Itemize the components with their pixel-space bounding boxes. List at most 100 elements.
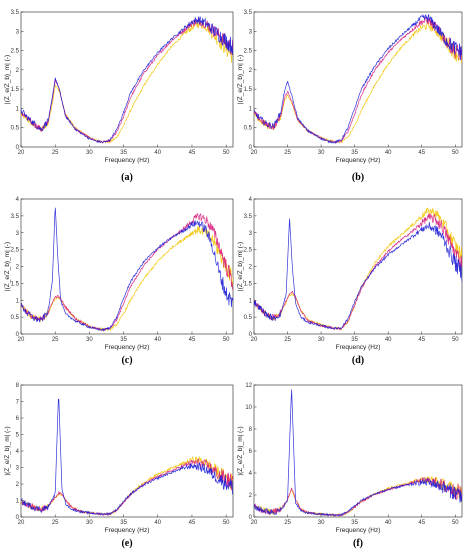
y-tick-label: 3 — [16, 466, 20, 472]
y-tick-label: 1 — [249, 106, 253, 112]
series-line-2 — [254, 16, 462, 144]
y-tick-label: 0 — [16, 515, 20, 521]
plot-frame — [253, 384, 463, 518]
panel-caption: (d) — [352, 355, 364, 366]
y-tick-label: 0.5 — [244, 315, 253, 321]
y-tick-label: 7 — [16, 400, 20, 406]
y-tick-label: 3.5 — [244, 10, 253, 16]
y-tick-label: 1 — [16, 499, 20, 505]
y-tick-label: 2.5 — [11, 49, 20, 55]
y-tick-label: 1 — [16, 298, 20, 304]
y-tick-label: 8 — [249, 427, 253, 433]
series-line-1 — [254, 218, 462, 331]
x-tick-label: 30 — [318, 520, 325, 526]
x-tick-label: 30 — [318, 150, 325, 156]
x-tick-label: 25 — [52, 520, 59, 526]
x-tick-label: 45 — [418, 520, 425, 526]
y-tick-label: 3 — [249, 29, 253, 35]
y-tick-label: 0.5 — [244, 126, 253, 132]
x-tick-label: 50 — [223, 520, 230, 526]
y-axis-label: |(Z_e/Z_b)_m| (-) — [237, 426, 244, 475]
x-tick-label: 25 — [284, 520, 291, 526]
x-tick-label: 20 — [18, 337, 25, 343]
y-tick-label: 0 — [249, 332, 253, 338]
panel-caption: (f) — [353, 538, 363, 549]
y-tick-label: 12 — [245, 383, 252, 389]
y-tick-label: 4 — [16, 197, 20, 203]
panel-caption: (b) — [352, 172, 364, 183]
y-tick-label: 2 — [16, 482, 20, 488]
series-line-3 — [21, 225, 233, 332]
x-tick-label: 50 — [452, 520, 459, 526]
x-tick-label: 25 — [52, 337, 59, 343]
series-line-3 — [254, 21, 462, 144]
series-line-3 — [254, 207, 462, 331]
series-line-2 — [21, 458, 233, 516]
series-line-2 — [254, 213, 462, 331]
panel-caption: (e) — [121, 538, 132, 549]
x-axis-label: Frequency (Hz) — [105, 157, 150, 164]
x-tick-label: 40 — [385, 520, 392, 526]
chart-panel-2: 20 25 30 35 40 45 50 0 0.5 1 1.5 2 2.5 3 3.5 Frequency … — [237, 10, 463, 183]
x-tick-label: 30 — [86, 520, 93, 526]
x-tick-label: 20 — [251, 337, 258, 343]
series-line-1 — [21, 16, 233, 144]
x-tick-label: 25 — [52, 150, 59, 156]
x-tick-label: 35 — [120, 150, 127, 156]
x-tick-label: 45 — [189, 520, 196, 526]
x-tick-label: 40 — [154, 150, 161, 156]
x-tick-label: 50 — [452, 150, 459, 156]
chart-panel-1: 20 25 30 35 40 45 50 0 0.5 1 1.5 2 2.5 3 3.5 Frequency … — [4, 10, 234, 183]
x-tick-label: 30 — [86, 150, 93, 156]
x-axis-label: Frequency (Hz) — [105, 527, 150, 534]
y-tick-label: 3 — [16, 29, 20, 35]
y-tick-label: 3 — [249, 231, 253, 237]
y-tick-label: 3 — [16, 231, 20, 237]
y-tick-label: 2.5 — [244, 248, 253, 254]
series-line-2 — [21, 16, 233, 144]
y-tick-label: 0 — [16, 145, 20, 151]
series-line-1 — [254, 14, 462, 145]
y-tick-label: 0 — [249, 515, 253, 521]
x-axis-label: Frequency (Hz) — [336, 344, 381, 351]
x-tick-label: 35 — [351, 520, 358, 526]
y-tick-label: 0 — [16, 332, 20, 338]
x-tick-label: 20 — [251, 520, 258, 526]
y-tick-label: 3.5 — [11, 10, 20, 16]
y-tick-label: 4 — [249, 197, 253, 203]
y-tick-label: 0.5 — [11, 315, 20, 321]
y-tick-label: 1.5 — [244, 281, 253, 287]
y-tick-label: 5 — [16, 433, 20, 439]
series-line-1 — [21, 207, 233, 332]
y-tick-label: 1 — [249, 298, 253, 304]
x-tick-label: 45 — [189, 150, 196, 156]
series-line-1 — [254, 389, 462, 517]
x-tick-label: 45 — [418, 337, 425, 343]
x-tick-label: 20 — [18, 520, 25, 526]
y-tick-label: 10 — [245, 405, 252, 411]
plot-frame — [20, 11, 234, 148]
y-tick-label: 6 — [249, 449, 253, 455]
y-axis-label: |(Z_e/Z_b)_m| (-) — [4, 242, 11, 291]
x-tick-label: 35 — [120, 337, 127, 343]
y-tick-label: 2 — [249, 68, 253, 74]
y-tick-label: 1.5 — [11, 281, 20, 287]
series-line-2 — [254, 477, 462, 517]
y-tick-label: 2.5 — [11, 248, 20, 254]
panel-caption: (c) — [121, 355, 132, 366]
chart-panel-3: 20 25 30 35 40 45 50 0 0.5 1 1.5 2 2.5 3 3.5 4 Frequency… — [4, 197, 234, 366]
x-tick-label: 40 — [154, 337, 161, 343]
y-tick-label: 2 — [249, 493, 253, 499]
y-tick-label: 2.5 — [244, 49, 253, 55]
x-tick-label: 35 — [351, 337, 358, 343]
y-axis-label: |(Z_e/Z_b)_m| (-) — [237, 242, 244, 291]
x-tick-label: 20 — [18, 150, 25, 156]
x-tick-label: 40 — [385, 150, 392, 156]
plot-frame — [253, 11, 463, 148]
x-tick-label: 45 — [189, 337, 196, 343]
x-tick-label: 30 — [318, 337, 325, 343]
y-axis-label: |(Z_e/Z_b)_m| (-) — [237, 55, 244, 104]
x-tick-label: 50 — [223, 150, 230, 156]
